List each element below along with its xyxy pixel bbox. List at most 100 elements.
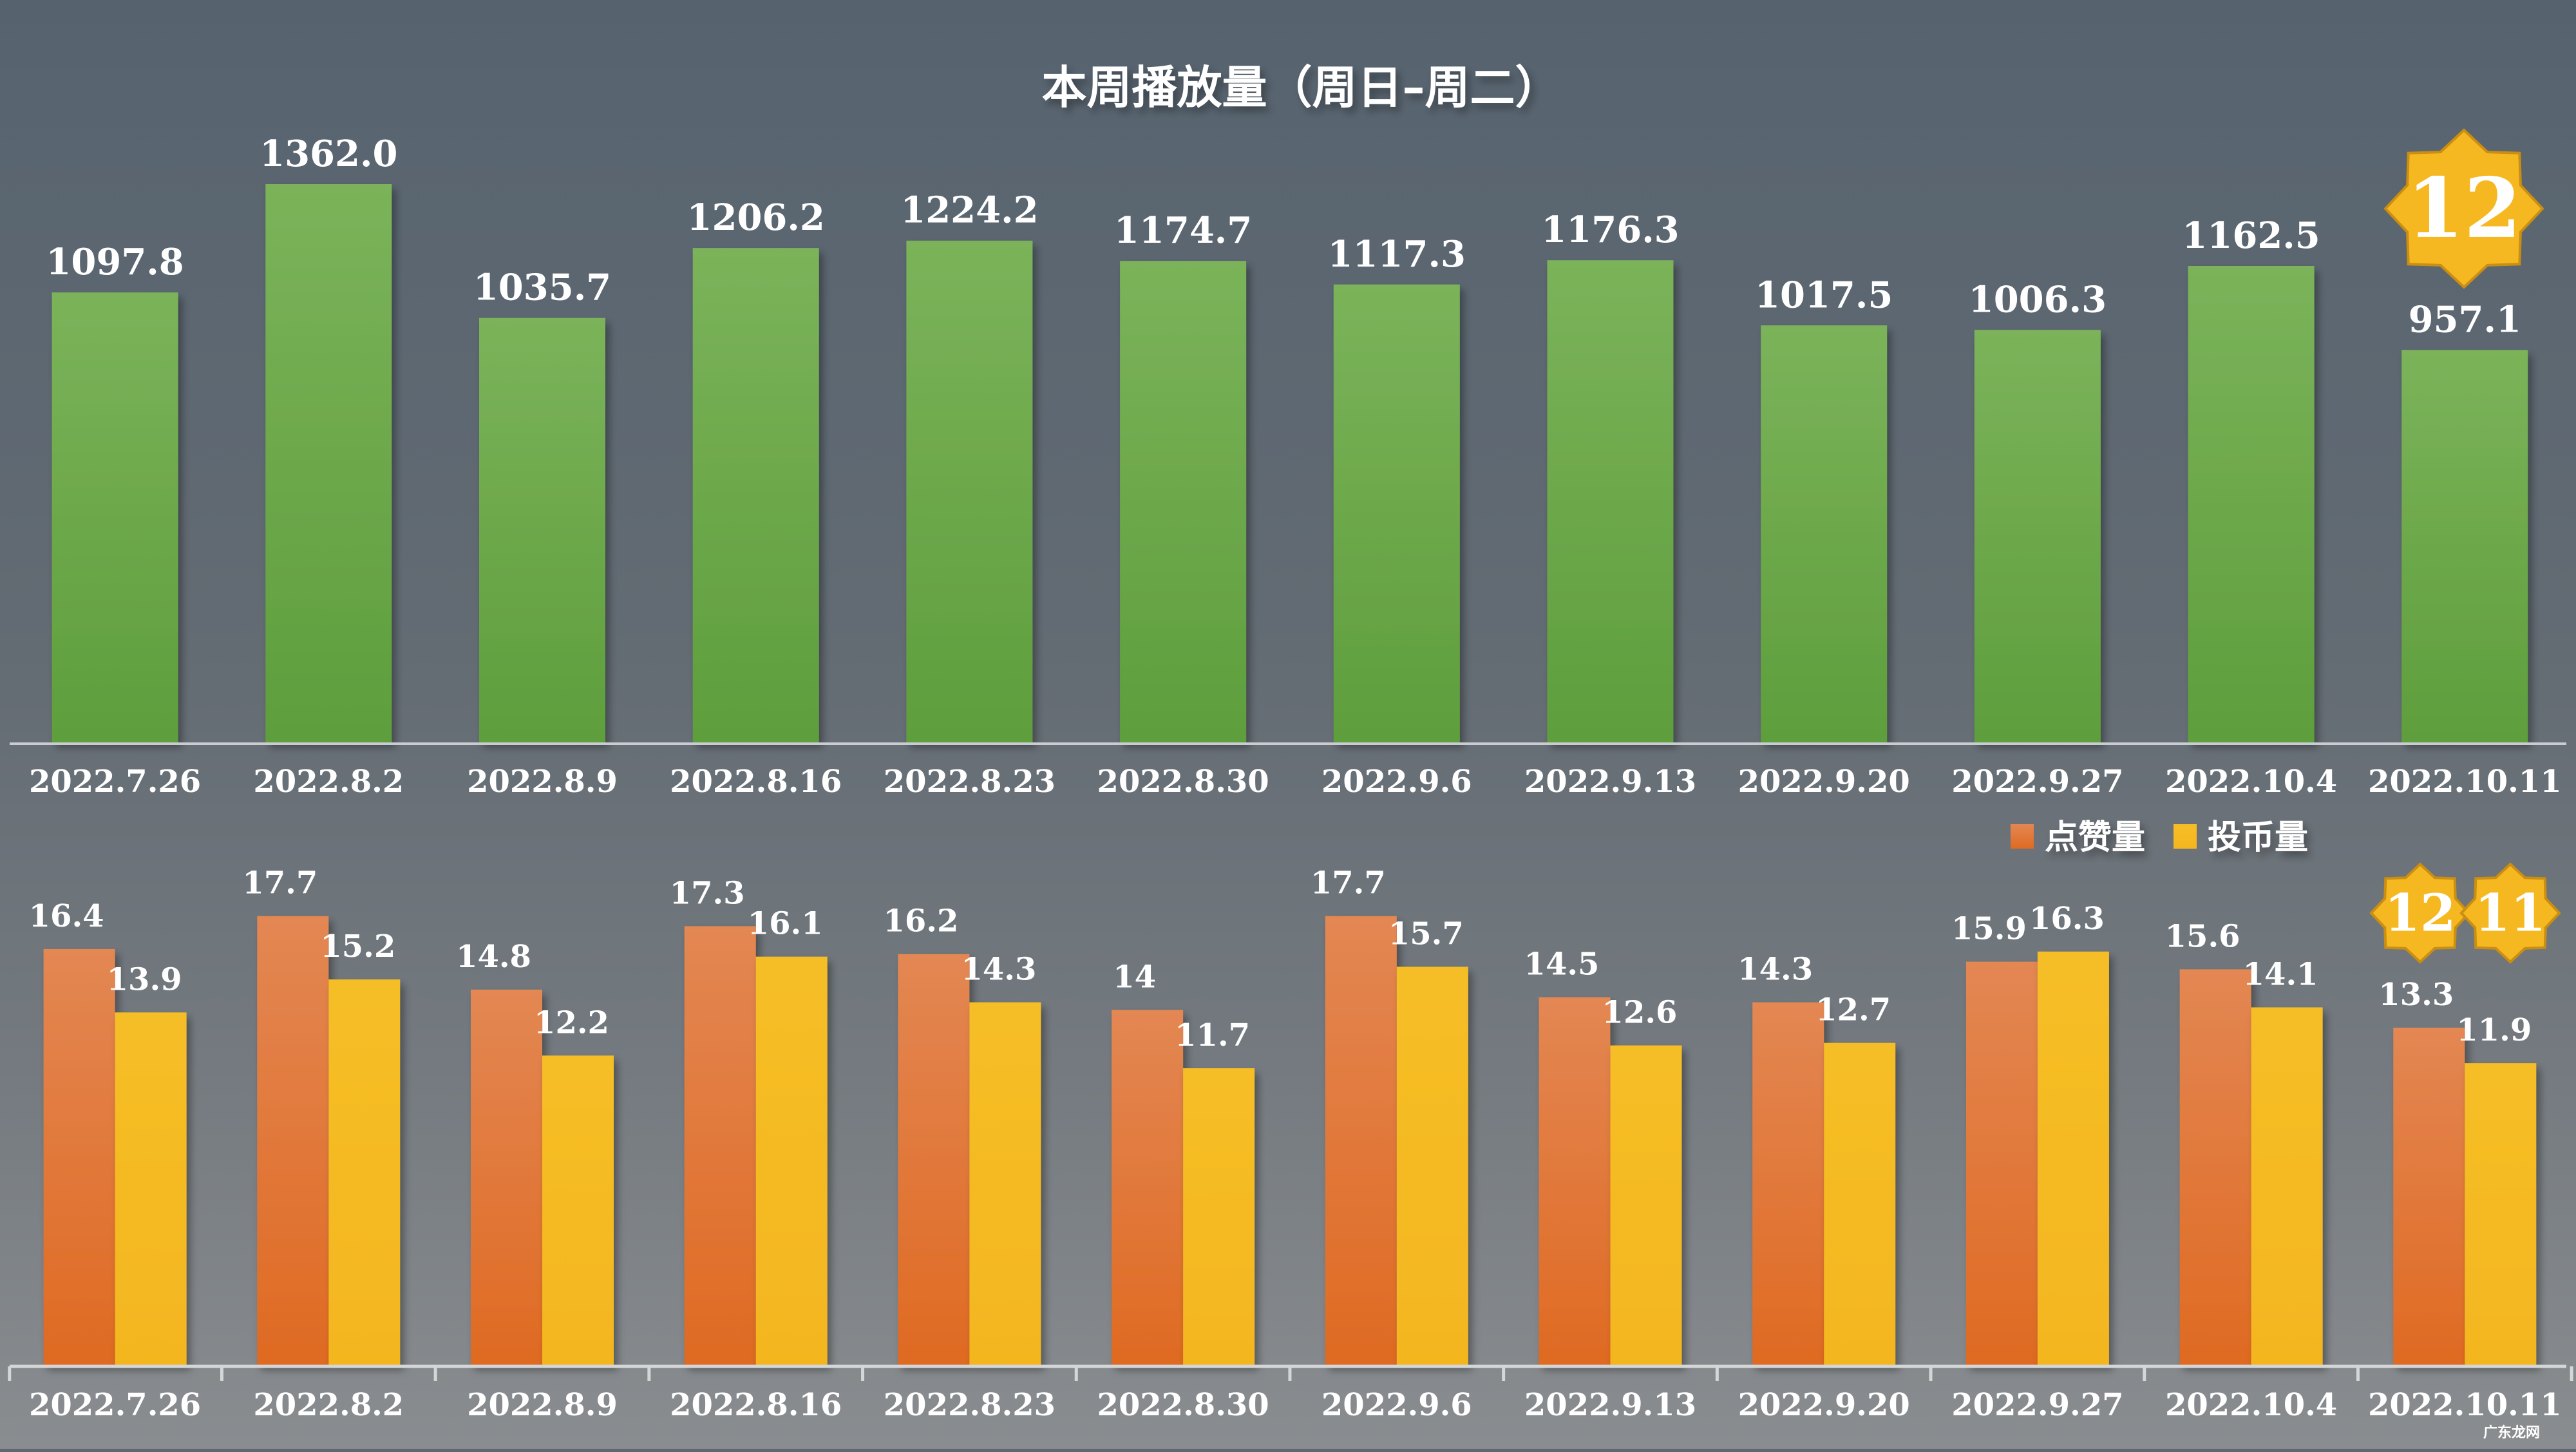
bar-coins	[542, 1055, 614, 1365]
value-label-likes: 17.7	[242, 865, 317, 901]
x-tick-label: 2022.7.26	[29, 764, 201, 800]
rank-badge: 12	[2369, 862, 2471, 964]
bar-likes	[471, 989, 542, 1365]
bar-play-count	[2188, 265, 2315, 742]
value-label-likes: 14.5	[1524, 947, 1600, 983]
value-label-likes: 14	[1113, 959, 1156, 995]
value-label-play-count: 1017.5	[1755, 274, 1893, 316]
bar-likes	[1539, 997, 1611, 1365]
bar-coins	[2037, 951, 2109, 1365]
value-label-coins: 14.3	[961, 952, 1036, 988]
badges: 12 12 11	[2369, 128, 2561, 964]
bar-coins	[1183, 1068, 1255, 1365]
bar-likes	[2393, 1027, 2465, 1365]
bottom-chart-value-labels: 16.413.917.715.2 14.812.217.316.1 16.214.3…	[29, 865, 2532, 1053]
bottom-x-tick-labels: 2022.7.26 2022.8.2 2022.8.9 2022.8.16 2022.8…	[29, 1387, 2562, 1423]
top-x-tick-labels: 2022.7.26 2022.8.2 2022.8.9 2022.8.16 2022.8…	[29, 764, 2562, 800]
chart-title: 本周播放量（周日–周二）	[1042, 61, 1560, 114]
bar-play-count	[2401, 350, 2528, 742]
legend: 点赞量 投币量	[2011, 818, 2308, 857]
x-tick-label: 2022.9.13	[1524, 1387, 1696, 1423]
x-tick-label: 2022.8.2	[253, 764, 404, 800]
value-label-play-count: 1176.3	[1541, 209, 1679, 251]
x-tick-label: 2022.9.6	[1321, 1387, 1472, 1423]
bar-coins	[328, 979, 401, 1365]
bar-play-count	[692, 248, 819, 743]
x-tick-label: 2022.8.9	[467, 1387, 618, 1423]
bar-likes	[1965, 961, 2038, 1365]
bar-likes	[257, 916, 329, 1365]
bar-play-count	[1761, 325, 1888, 742]
x-tick-label: 2022.9.13	[1524, 764, 1696, 800]
bar-coins	[1610, 1045, 1682, 1365]
value-label-likes: 17.7	[1311, 865, 1386, 901]
bar-coins	[969, 1002, 1041, 1365]
rank-badge: 12	[2383, 128, 2544, 289]
star-badge-icon	[2369, 862, 2471, 964]
bar-likes	[1112, 1010, 1184, 1365]
value-label-play-count: 1224.2	[900, 189, 1038, 232]
bar-likes	[1325, 916, 1397, 1365]
x-tick-label: 2022.8.16	[670, 1387, 842, 1423]
bar-coins	[2251, 1007, 2323, 1365]
x-tick-label: 2022.8.9	[467, 764, 618, 800]
value-label-play-count: 1162.5	[2182, 214, 2320, 257]
bar-likes	[1752, 1002, 1824, 1365]
bar-play-count	[906, 240, 1033, 742]
bar-likes	[684, 926, 756, 1365]
value-label-play-count: 1117.3	[1328, 233, 1466, 276]
legend-label-likes: 点赞量	[2045, 818, 2145, 857]
bar-play-count	[1547, 260, 1674, 742]
x-tick-label: 2022.8.16	[670, 764, 842, 800]
value-label-coins: 13.9	[107, 961, 182, 997]
value-label-likes: 16.2	[883, 903, 958, 939]
value-label-likes: 14.8	[456, 939, 531, 975]
badge-number: 11	[2474, 882, 2546, 943]
top-chart-bars	[52, 184, 2528, 743]
star-badge-icon	[2459, 862, 2561, 964]
bar-coins	[2465, 1063, 2537, 1365]
value-label-likes: 15.6	[2165, 918, 2240, 954]
top-chart-value-labels: 1097.8 1362.0 1035.7 1206.2 1224.2 1174.7 1117…	[46, 133, 2521, 341]
value-label-coins: 16.3	[2029, 901, 2105, 937]
x-tick-label: 2022.7.26	[29, 1387, 201, 1423]
value-label-play-count: 1206.2	[687, 196, 825, 239]
x-tick-label: 2022.9.20	[1738, 764, 1910, 800]
value-label-likes: 13.3	[2378, 977, 2454, 1013]
watermark: 广东龙网	[2483, 1424, 2540, 1441]
value-label-play-count: 1035.7	[473, 267, 611, 309]
value-label-coins: 16.1	[748, 906, 823, 942]
value-label-coins: 15.2	[320, 929, 395, 965]
bar-likes	[2179, 969, 2251, 1365]
x-tick-label: 2022.8.23	[884, 764, 1056, 800]
x-tick-label: 2022.8.30	[1097, 764, 1269, 800]
bar-play-count	[265, 184, 392, 742]
value-label-coins: 12.6	[1602, 995, 1678, 1031]
value-label-likes: 16.4	[29, 898, 104, 934]
value-label-coins: 11.9	[2456, 1012, 2532, 1048]
star-badge-icon	[2383, 128, 2544, 289]
value-label-play-count: 1362.0	[260, 133, 397, 175]
bottom-axis-ticks	[8, 1366, 2573, 1381]
bar-likes	[43, 948, 115, 1365]
x-tick-label: 2022.10.4	[2165, 1387, 2337, 1423]
x-tick-label: 2022.9.6	[1321, 764, 1472, 800]
rank-badge: 11	[2459, 862, 2561, 964]
value-label-coins: 14.1	[2243, 956, 2318, 992]
value-label-play-count: 1174.7	[1114, 209, 1252, 252]
x-tick-label: 2022.10.11	[2368, 1387, 2562, 1423]
badge-number: 12	[2384, 882, 2456, 943]
value-label-play-count: 957.1	[2409, 299, 2521, 341]
value-label-likes: 14.3	[1738, 952, 1813, 988]
x-tick-label: 2022.9.27	[1951, 764, 2123, 800]
bar-play-count	[1120, 261, 1247, 743]
bar-coins	[1396, 966, 1468, 1365]
bar-coins	[1824, 1042, 1896, 1365]
x-tick-label: 2022.8.23	[884, 1387, 1056, 1423]
bar-play-count	[1333, 284, 1460, 742]
x-tick-label: 2022.8.2	[253, 1387, 404, 1423]
value-label-play-count: 1097.8	[46, 241, 184, 283]
x-tick-label: 2022.9.20	[1738, 1387, 1910, 1423]
